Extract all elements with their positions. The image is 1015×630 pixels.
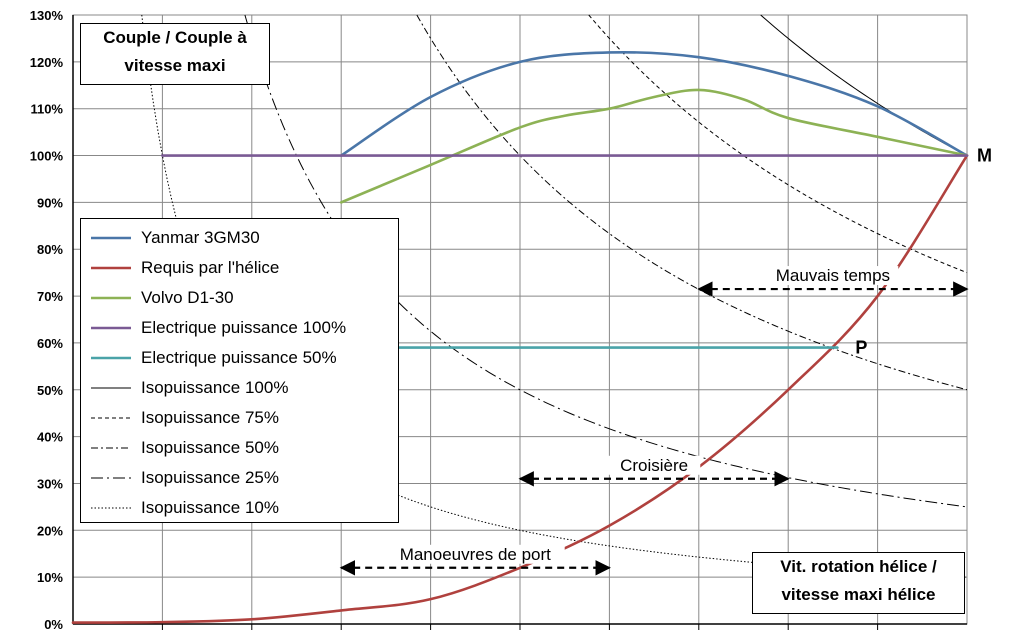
legend-item: Isopuissance 75%: [81, 403, 398, 433]
y-tick-label: 0%: [44, 617, 63, 630]
legend-label: Isopuissance 50%: [141, 438, 279, 457]
legend-swatch: [91, 236, 131, 240]
y-tick-label: 60%: [37, 336, 63, 351]
legend-item: Electrique puissance 100%: [81, 313, 398, 343]
legend-swatch: [91, 356, 131, 360]
legend-item: Electrique puissance 50%: [81, 343, 398, 373]
legend-item: Isopuissance 25%: [81, 463, 398, 493]
y-tick-label: 30%: [37, 476, 63, 491]
legend-item: Yanmar 3GM30: [81, 223, 398, 253]
y-tick-label: 100%: [30, 149, 64, 164]
annotation-label: Manoeuvres de port: [400, 545, 551, 564]
chart-annotations: Mauvais temps Croisière Manoeuvres de port…: [339, 146, 992, 576]
series-isopuissance-50-: [416, 14, 968, 391]
y-axis-ticks: 0% 10% 20% 30% 40% 50% 60% 70% 80% 90% 100% 110% 120…: [30, 8, 64, 630]
y-tick-label: 70%: [37, 289, 63, 304]
legend-label: Isopuissance 100%: [141, 378, 289, 397]
legend-swatch: [91, 326, 131, 330]
legend-item: Isopuissance 100%: [81, 373, 398, 403]
y-tick-label: 50%: [37, 383, 63, 398]
x-axis-label: Vit. rotation hélice / vitesse maxi héli…: [752, 552, 965, 614]
y-tick-label: 20%: [37, 523, 63, 538]
legend-item: Isopuissance 50%: [81, 433, 398, 463]
legend-label: Volvo D1-30: [141, 288, 234, 307]
y-tick-label: 10%: [37, 570, 63, 585]
legend-item: Requis par l'hélice: [81, 253, 398, 283]
annotation-bg: [607, 455, 701, 475]
legend-swatch: [91, 507, 131, 509]
annotation-label: Mauvais temps: [776, 266, 890, 285]
chart-title: Couple / Couple à vitesse maxi: [80, 23, 270, 85]
series-volvo-d1-30: [339, 88, 969, 204]
point-label-p: P: [855, 338, 867, 358]
legend-label: Electrique puissance 50%: [141, 348, 337, 367]
y-tick-label: 40%: [37, 430, 63, 445]
annotation-label: Croisière: [620, 456, 688, 475]
annotation-bg: [767, 266, 899, 286]
legend-swatch: [91, 296, 131, 300]
legend-label: Isopuissance 75%: [141, 408, 279, 427]
chart-legend: Yanmar 3GM30 Requis par l'hélice Volvo D1-…: [80, 218, 399, 523]
y-tick-label: 80%: [37, 242, 63, 257]
y-tick-label: 110%: [30, 102, 63, 117]
legend-swatch: [91, 447, 131, 449]
legend-label: Isopuissance 10%: [141, 498, 279, 517]
legend-item: Volvo D1-30: [81, 283, 398, 313]
legend-label: Isopuissance 25%: [141, 468, 279, 487]
legend-swatch: [91, 477, 131, 479]
point-label-m: M: [977, 146, 992, 166]
series-isopuissance-25-: [244, 14, 968, 508]
series-yanmar-3gm30: [339, 50, 969, 157]
legend-swatch: [91, 387, 131, 389]
legend-swatch: [91, 417, 131, 419]
legend-label: Requis par l'hélice: [141, 258, 280, 277]
y-tick-label: 120%: [30, 55, 64, 70]
y-tick-label: 130%: [30, 8, 64, 23]
legend-label: Yanmar 3GM30: [141, 228, 260, 247]
legend-label: Electrique puissance 100%: [141, 318, 347, 337]
series-isopuissance-75-: [588, 14, 968, 274]
y-tick-label: 90%: [37, 195, 63, 210]
annotation-bg: [385, 544, 565, 564]
legend-item: Isopuissance 10%: [81, 493, 398, 523]
legend-swatch: [91, 266, 131, 270]
